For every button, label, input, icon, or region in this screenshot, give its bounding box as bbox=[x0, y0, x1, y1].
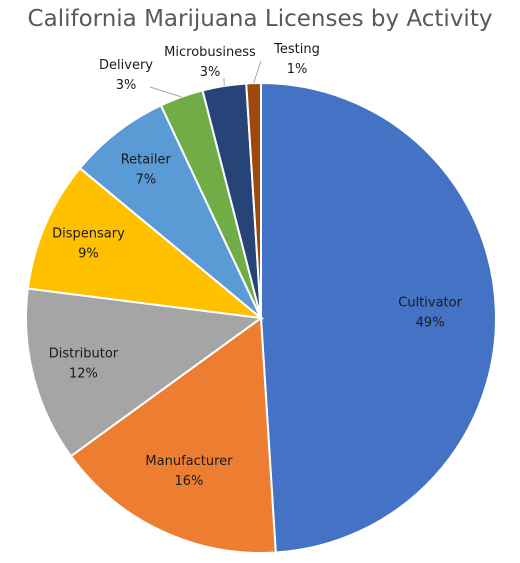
leader-lines bbox=[149, 60, 262, 98]
slice-label-delivery: Delivery 3% bbox=[99, 58, 153, 93]
pie-slice-cultivator bbox=[260, 81, 497, 554]
slice-value-label: 3% bbox=[200, 65, 221, 80]
slice-label-manufacturer: Manufacturer 16% bbox=[145, 454, 233, 489]
slice-value-label: 9% bbox=[78, 246, 99, 261]
pie-slice-dispensary bbox=[26, 166, 265, 320]
leader-line-delivery bbox=[149, 86, 182, 98]
slice-value-label: 16% bbox=[175, 474, 204, 489]
slice-value-label: 7% bbox=[135, 172, 156, 187]
slice-value-label: 49% bbox=[416, 316, 445, 331]
slice-label-microbusiness: Microbusiness 3% bbox=[164, 45, 256, 80]
slice-label-distributor: Distributor 12% bbox=[49, 347, 119, 382]
slice-category-label: Retailer bbox=[121, 152, 172, 167]
slice-category-label: Dispensary bbox=[52, 226, 125, 241]
slice-label-testing: Testing 1% bbox=[273, 42, 320, 77]
pie-slice-retailer bbox=[78, 104, 262, 319]
slice-category-label: Delivery bbox=[99, 58, 153, 73]
pie-slice-manufacturer bbox=[69, 316, 277, 554]
pie-slice-testing bbox=[245, 81, 262, 319]
slice-category-label: Testing bbox=[273, 42, 320, 57]
slice-labels: Cultivator 49% Manufacturer 16% Distributor 1… bbox=[49, 42, 463, 489]
slice-category-label: Distributor bbox=[49, 347, 119, 362]
slice-label-dispensary: Dispensary 9% bbox=[52, 226, 125, 261]
slice-value-label: 1% bbox=[287, 62, 308, 77]
slice-category-label: Microbusiness bbox=[164, 45, 256, 60]
slice-value-label: 3% bbox=[116, 78, 137, 93]
leader-line-testing bbox=[253, 60, 262, 84]
slice-label-cultivator: Cultivator 49% bbox=[398, 296, 462, 331]
slice-label-retailer: Retailer 7% bbox=[121, 152, 172, 187]
slice-category-label: Manufacturer bbox=[145, 454, 233, 469]
chart-title: California Marijuana Licenses by Activit… bbox=[28, 6, 493, 32]
slice-value-label: 12% bbox=[69, 367, 98, 382]
pie-slice-distributor bbox=[25, 287, 264, 458]
slice-category-label: Cultivator bbox=[398, 296, 462, 311]
pie-slices bbox=[25, 81, 497, 554]
